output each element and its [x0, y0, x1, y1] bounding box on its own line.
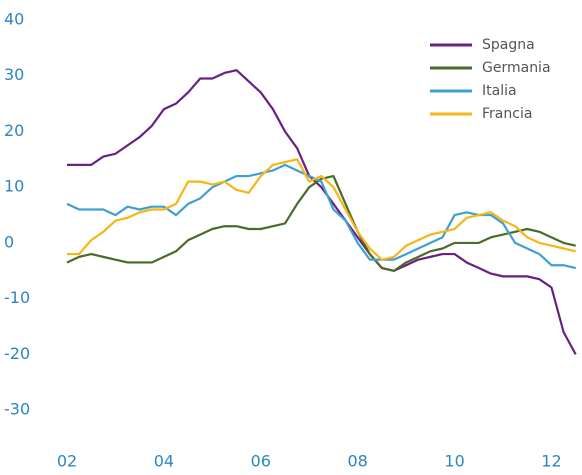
- series-line: [66, 174, 576, 272]
- y-tick-label: 20: [4, 121, 24, 140]
- y-tick-label: -30: [4, 400, 30, 419]
- legend-label: Spagna: [482, 37, 535, 53]
- series-line: [67, 69, 577, 355]
- y-tick-label: -20: [4, 344, 30, 363]
- series-line: [67, 158, 576, 261]
- y-tick-label: 10: [4, 177, 24, 196]
- y-tick-label: -10: [4, 288, 30, 307]
- y-tick-label: 30: [4, 65, 24, 84]
- x-tick-label: 08: [348, 452, 368, 471]
- x-tick-label: 02: [57, 452, 77, 471]
- y-tick-label: 0: [4, 232, 14, 251]
- legend-label: Italia: [482, 83, 517, 99]
- y-tick-label: 40: [4, 10, 24, 29]
- legend-label: Germania: [482, 60, 551, 76]
- series-line: [66, 163, 576, 270]
- x-tick-label: 12: [541, 452, 561, 471]
- x-tick-label: 06: [251, 452, 271, 471]
- x-tick-label: 10: [444, 452, 464, 471]
- x-tick-label: 04: [154, 452, 174, 471]
- legend-label: Francia: [482, 106, 532, 122]
